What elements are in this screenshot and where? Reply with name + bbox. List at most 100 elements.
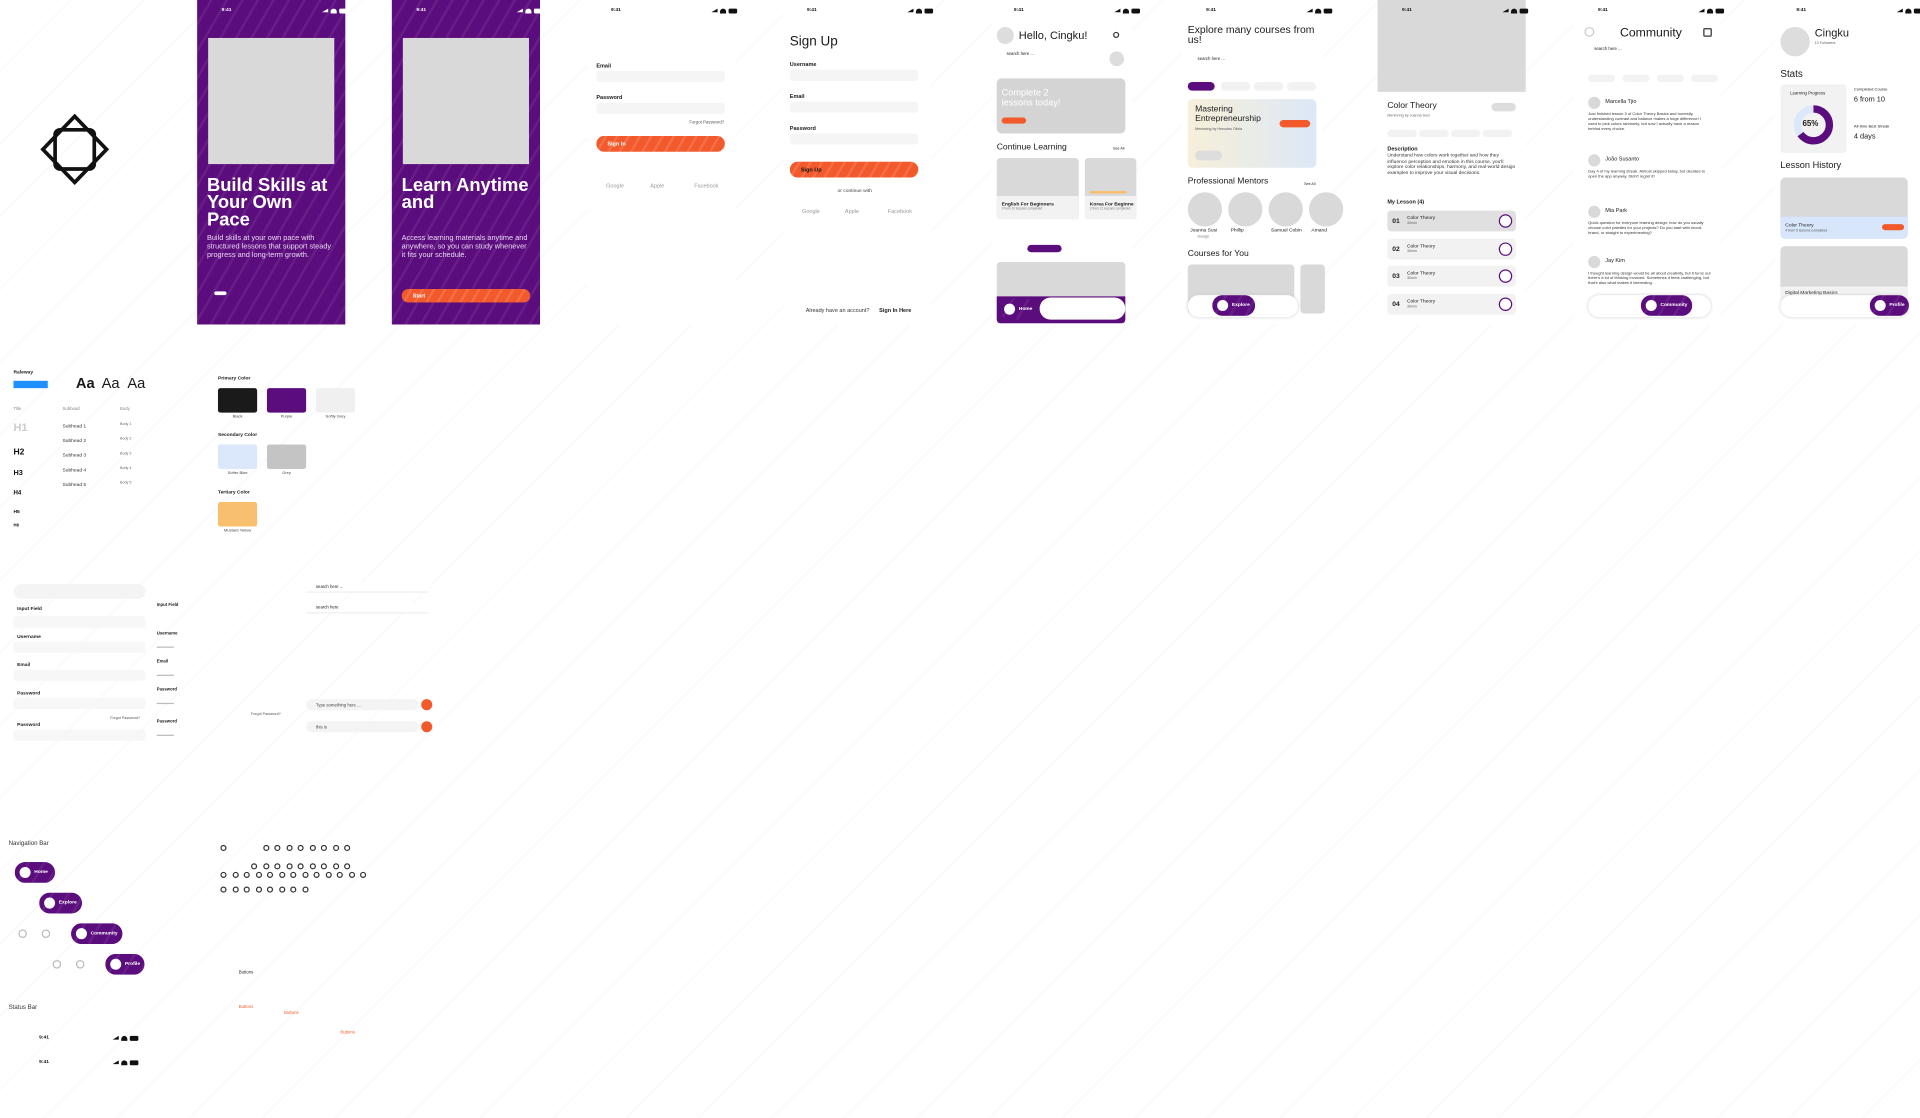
button-sample[interactable]: Buttons xyxy=(238,1004,254,1009)
forgot: Forgot Password? xyxy=(251,711,281,717)
send-button[interactable] xyxy=(421,699,433,711)
wifi-icon xyxy=(720,7,727,13)
onboarding-title: Learn Anytime and xyxy=(401,175,529,214)
tab-chip xyxy=(1027,244,1062,253)
subhead-sample: Subhead 2 xyxy=(62,437,87,444)
wifi-icon xyxy=(525,7,532,13)
nav-pill[interactable]: Community xyxy=(71,923,123,945)
lesson-number: 04 xyxy=(1392,300,1400,308)
icon xyxy=(344,844,351,852)
icon xyxy=(290,871,297,878)
play-button[interactable] xyxy=(1498,214,1513,228)
nav-pill[interactable]: Profile xyxy=(1869,295,1909,316)
nav-icon xyxy=(1645,300,1657,312)
nav-pill[interactable]: Explore xyxy=(1212,295,1256,316)
input-label: Email xyxy=(156,658,169,664)
body-sample: Body 4 xyxy=(120,465,132,471)
input-field xyxy=(13,729,146,741)
post-author: Jay Kim xyxy=(1605,257,1625,264)
divider: or continue with xyxy=(837,187,872,194)
status-time: 9:41 xyxy=(39,1057,49,1065)
onboarding-body: Access learning materials anytime and an… xyxy=(401,235,528,260)
color-swatch xyxy=(217,444,258,469)
chip xyxy=(1451,129,1481,138)
subhead-sample: Subhead 1 xyxy=(62,422,87,429)
input-field xyxy=(13,641,146,653)
search-field xyxy=(306,582,429,593)
title: Community xyxy=(1620,26,1682,41)
explore-title: Explore many courses from us! xyxy=(1187,23,1315,46)
signal-icon xyxy=(516,8,523,13)
color-swatch xyxy=(217,502,258,527)
post-avatar xyxy=(1588,154,1601,167)
button-sample[interactable]: Buttons xyxy=(340,1029,355,1035)
nav-label: Home xyxy=(34,868,48,875)
play-button[interactable] xyxy=(1498,296,1513,311)
icon xyxy=(320,863,327,870)
mentor-name: Joanna Susi xyxy=(1190,226,1218,233)
icon xyxy=(274,863,281,870)
post-avatar xyxy=(1588,96,1601,109)
mentors-title: Professional Mentors xyxy=(1187,177,1269,187)
nav-label: Community xyxy=(1660,301,1688,308)
battery-icon xyxy=(1715,8,1725,13)
icon xyxy=(232,871,239,878)
wifi-icon xyxy=(1905,7,1912,13)
battery-icon xyxy=(1913,8,1920,13)
password: Password xyxy=(596,94,623,101)
subhead-sample: Subhead 5 xyxy=(62,481,87,488)
font-sample: Aa xyxy=(127,374,146,392)
onboarding-title: Build Skills at Your Own Pace xyxy=(206,175,328,231)
icon xyxy=(313,871,320,878)
icon xyxy=(332,844,339,852)
lesson-row xyxy=(1387,238,1516,259)
nav-label: Profile xyxy=(124,960,141,967)
featured-chip xyxy=(1195,150,1223,161)
chat-field xyxy=(306,699,419,711)
featured-title: Mastering Entrepreneurship xyxy=(1195,105,1261,124)
sign-up-button[interactable]: Sign Up xyxy=(789,161,919,178)
toggle xyxy=(1491,102,1516,112)
nav-bar-white xyxy=(1039,297,1126,320)
nav-pill[interactable]: Home xyxy=(14,862,56,883)
input-field xyxy=(13,584,146,599)
post-text: Day 4 of my learning streak. Almost skip… xyxy=(1588,168,1706,179)
nav-icon xyxy=(52,960,62,969)
post-text: Quick question for everyone learning des… xyxy=(1588,220,1704,235)
course-card-info xyxy=(996,195,1079,220)
battery-icon xyxy=(533,8,543,13)
body-sample: Body 2 xyxy=(120,435,132,441)
send-button[interactable] xyxy=(421,721,433,733)
lesson-title: Color Theory xyxy=(1406,241,1436,248)
button-sample[interactable]: Buttons xyxy=(284,1010,299,1016)
icon xyxy=(309,844,316,852)
post-author: João Susanto xyxy=(1605,155,1640,162)
followers: 10 Followers xyxy=(1814,40,1836,46)
input-label: Password xyxy=(156,718,177,724)
icon xyxy=(285,844,293,852)
battery-icon xyxy=(1131,8,1141,13)
body-sample: Body 1 xyxy=(120,421,132,427)
nav-pill[interactable]: Home xyxy=(999,298,1036,320)
play-button[interactable] xyxy=(1498,241,1513,256)
nav-label: Home xyxy=(1018,304,1033,312)
sign-in-button[interactable]: Sign In xyxy=(596,135,725,152)
nav-pill[interactable]: Profile xyxy=(105,953,145,975)
lesson-title: Color Theory xyxy=(1406,296,1436,304)
lesson-duration: 30min xyxy=(1406,247,1417,253)
start-button[interactable]: Start xyxy=(401,288,531,303)
post-text: Just finished lesson 3 of Color Theory B… xyxy=(1588,111,1701,131)
nav-icon xyxy=(18,929,27,938)
nav-pill[interactable]: Explore xyxy=(39,892,83,914)
icon xyxy=(243,886,250,893)
button-sample[interactable]: Buttons xyxy=(238,969,254,975)
chip xyxy=(1656,74,1684,83)
post-text: I thought learning design would be all a… xyxy=(1588,270,1711,286)
nav-pill[interactable]: Community xyxy=(1640,295,1693,316)
play-button[interactable] xyxy=(1498,269,1513,283)
column-label: Title xyxy=(13,406,22,412)
font-sample: Aa xyxy=(101,374,120,392)
chip xyxy=(1253,82,1284,91)
description-title: Description xyxy=(1387,145,1418,152)
post-author: Marcella Tjio xyxy=(1605,97,1637,105)
